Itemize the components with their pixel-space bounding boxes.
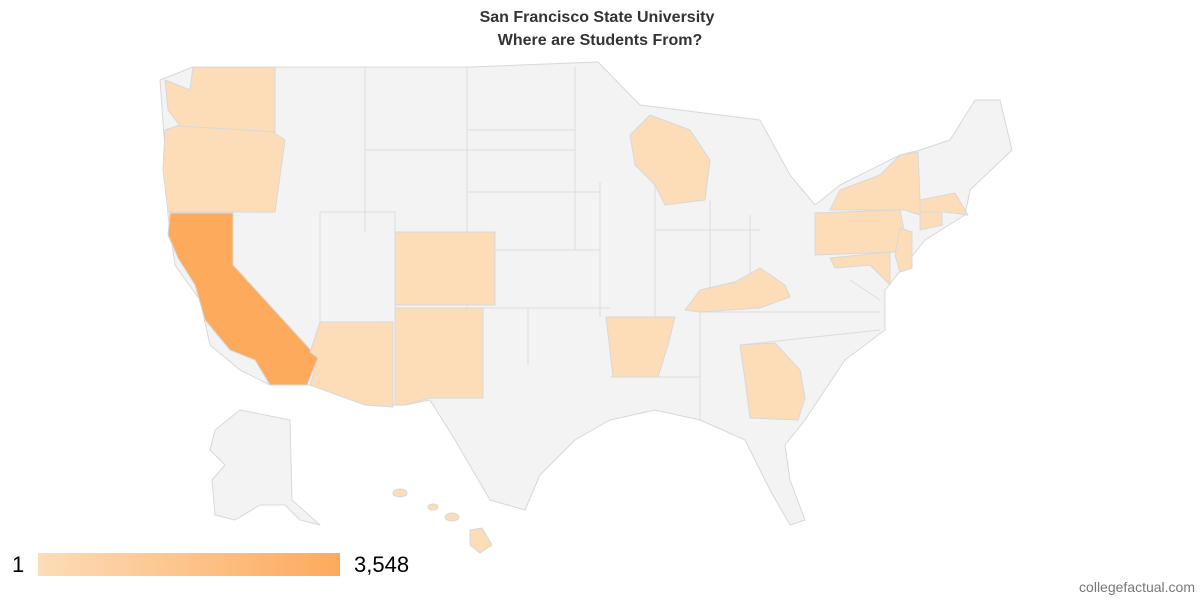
region: [167, 212, 319, 386]
region: [919, 211, 943, 231]
region: [164, 66, 276, 133]
region: [394, 307, 484, 406]
region: [629, 114, 711, 206]
title: San Francisco State University: [480, 9, 715, 26]
region: [162, 124, 286, 213]
source: collegefactual.com: [1079, 579, 1195, 595]
legend: 1 3,548: [12, 552, 409, 577]
region: [444, 512, 460, 522]
region: [309, 321, 394, 408]
subtitle: Where are Students From?: [498, 32, 702, 49]
region: [739, 342, 806, 421]
region: [684, 267, 791, 313]
regions-low: [162, 66, 969, 554]
map: [159, 61, 1013, 554]
alaska: [209, 409, 321, 526]
legend-scale: [38, 553, 340, 576]
region: [394, 231, 496, 306]
region: [829, 251, 891, 286]
legend-max: 3,548: [354, 552, 409, 577]
region: [894, 227, 913, 273]
region: [605, 316, 676, 378]
legend-min: 1: [12, 552, 24, 577]
region: [392, 488, 408, 498]
region: [919, 192, 969, 216]
region: [427, 503, 439, 511]
region: [814, 209, 906, 256]
region: [469, 527, 493, 554]
